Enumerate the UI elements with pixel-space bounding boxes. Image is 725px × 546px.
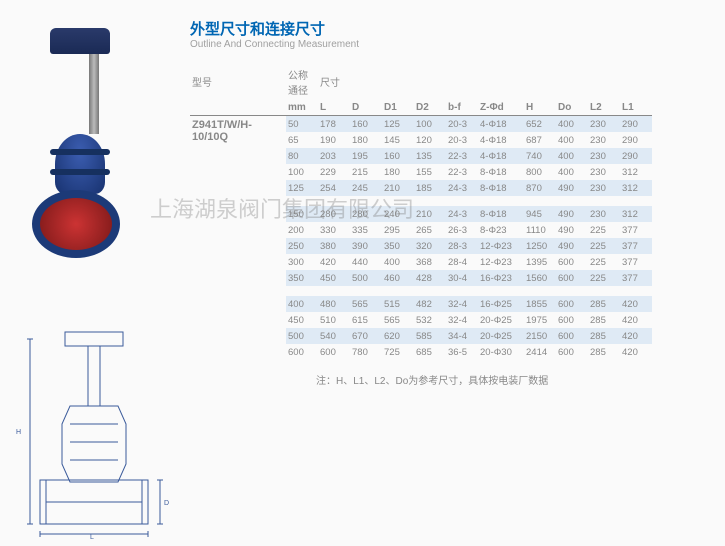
col-b-f: b-f [446, 99, 478, 116]
table-row: 40048056551548232-416-Φ251855600285420 [190, 296, 652, 312]
col-mm: mm [286, 99, 318, 116]
figure-column: H D L [0, 0, 190, 546]
svg-text:D: D [164, 500, 169, 507]
svg-text:H: H [16, 429, 21, 436]
col-L2: L2 [588, 99, 620, 116]
col-H: H [524, 99, 556, 116]
title-chinese: 外型尺寸和连接尺寸 [190, 18, 715, 39]
model-label: 型号 [190, 64, 286, 99]
valve-body-shape [32, 190, 120, 258]
valve-photo [20, 28, 108, 262]
table-row: 15028028024021024-38-Φ18945490230312 [190, 206, 652, 222]
col-D1: D1 [382, 99, 414, 116]
table-row: Z941T/W/H-10/10Q5017816012510020-34-Φ186… [190, 116, 652, 133]
col-L: L [318, 99, 350, 116]
col-Do: Do [556, 99, 588, 116]
outline-drawing: H D L [10, 330, 190, 540]
valve-bonnet-shape [55, 134, 105, 194]
footnote: 注：H、L1、L2、Do为参考尺寸，具体按电装厂数据 [190, 372, 715, 387]
content-column: 外型尺寸和连接尺寸 Outline And Connecting Measure… [190, 0, 725, 546]
title-english: Outline And Connecting Measurement [190, 39, 715, 50]
valve-stem-shape [89, 54, 99, 134]
svg-text:L: L [90, 534, 94, 540]
col-Z-Φd: Z-Φd [478, 99, 524, 116]
col-L1: L1 [620, 99, 652, 116]
dimensions-table: 型号公称通径尺寸mmLDD1D2b-fZ-ΦdHDoL2L1Z941T/W/H-… [190, 64, 652, 360]
col-D: D [350, 99, 382, 116]
model-value: Z941T/W/H-10/10Q [190, 116, 286, 197]
col-D2: D2 [414, 99, 446, 116]
hdr-dimensions: 尺寸 [318, 64, 652, 99]
valve-actuator-shape [50, 28, 110, 54]
hdr-nominal-diameter: 公称通径 [286, 64, 318, 99]
